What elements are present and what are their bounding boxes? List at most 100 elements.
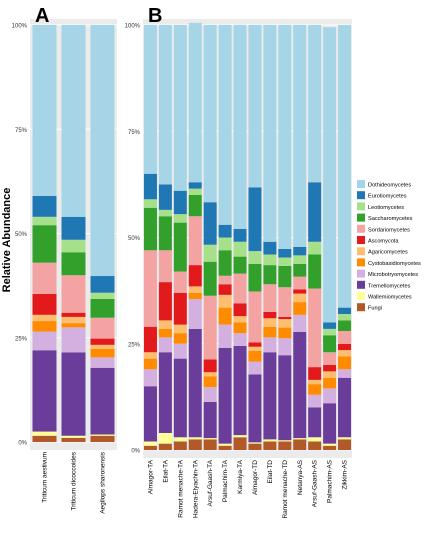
bar-segment-tremellomycetes	[203, 401, 217, 439]
bar-segment-agaricomycetes	[233, 316, 247, 323]
bar-segment-cystobasidiomycetes	[233, 322, 247, 334]
legend-label: Ascomycota	[368, 239, 399, 245]
bar-segment-dothideomycetes	[158, 25, 172, 185]
x-tick-label: Ramot menache-TA	[177, 459, 184, 517]
x-tick-label: Palmachim-AS	[327, 459, 334, 503]
bar-segment-tremellomycetes	[263, 352, 277, 440]
x-tick-label: Zikkim-AS	[342, 459, 349, 489]
panel-label: A	[35, 5, 49, 27]
bar-segment-leotiomycetes	[158, 209, 172, 217]
bar-segment-agaricomycetes	[90, 344, 115, 350]
bar-segment-ascomycota	[143, 326, 157, 353]
bar-segment-wallemiomycetes	[278, 440, 292, 442]
bar-segment-cystobasidiomycetes	[143, 358, 157, 370]
bar-segment-microbotryomycetes	[173, 343, 187, 359]
bar-segment-dothideomycetes	[293, 25, 307, 247]
bar-segment-dothideomycetes	[90, 25, 115, 277]
bar-segment-wallemiomycetes	[233, 435, 247, 438]
x-tick-label: Netanya-AS	[297, 459, 304, 495]
bar-segment-fungi	[173, 441, 187, 450]
bar-segment-saccharomycetes	[173, 222, 187, 272]
bar-segment-tremellomycetes	[278, 355, 292, 441]
legend-item-sordariomycetes: Sordariomycetes	[357, 224, 410, 233]
bar-segment-ascomycota	[338, 343, 352, 351]
bar-segment-microbotryomycetes	[90, 357, 115, 368]
bar-segment-eurotiomycetes	[323, 322, 337, 329]
bar-segment-ascomycota	[248, 342, 262, 347]
bar-segment-wallemiomycetes	[90, 434, 115, 436]
bar-segment-tremellomycetes	[158, 352, 172, 433]
y-tick-label: 50%	[128, 236, 141, 242]
bar-segment-tremellomycetes	[338, 377, 352, 438]
bar-segment-saccharomycetes	[278, 265, 292, 288]
y-tick-label: 100%	[125, 24, 141, 30]
bar-segment-wallemiomycetes	[203, 438, 217, 440]
legend-swatch	[357, 213, 365, 222]
bar-segment-cystobasidiomycetes	[323, 377, 337, 389]
bar-segment-wallemiomycetes	[338, 437, 352, 440]
x-tick-label: Triticum aestivum	[42, 452, 49, 503]
legend-label: Saccharomycetes	[368, 216, 413, 222]
legend-label: Agaricomycetes	[368, 250, 408, 256]
bar-segment-microbotryomycetes	[203, 387, 217, 402]
bar-segment-leotiomycetes	[32, 216, 57, 226]
bar-segment-sordariomycetes	[248, 291, 262, 343]
bar-segment-tremellomycetes	[248, 374, 262, 443]
legend-item-agaricomycetes: Agaricomycetes	[357, 247, 408, 256]
bar-segment-leotiomycetes	[323, 328, 337, 336]
legend-label: Fungi	[368, 306, 382, 312]
legend-label: Eurotiomycetes	[368, 194, 407, 200]
bar-segment-wallemiomycetes	[218, 443, 232, 446]
legend-item-ascomycota: Ascomycota	[357, 236, 399, 245]
bar-segment-saccharomycetes	[90, 298, 115, 318]
bar-segment-saccharomycetes	[143, 207, 157, 251]
x-tick-label: Palmachim-TA	[222, 459, 229, 502]
bar-segment-sordariomycetes	[293, 276, 307, 290]
bar-segment-dothideomycetes	[263, 25, 277, 242]
bar-segment-fungi	[203, 439, 217, 450]
bar-segment-agaricomycetes	[32, 314, 57, 322]
bar-segment-dothideomycetes	[323, 27, 337, 323]
bar-segment-ascomycota	[173, 292, 187, 325]
bar-segment-tremellomycetes	[233, 345, 247, 436]
bar-segment-tremellomycetes	[32, 350, 57, 432]
legend-item-fungi: Fungi	[357, 303, 382, 312]
bar-segment-sordariomycetes	[143, 250, 157, 327]
bar-segment-agaricomycetes	[143, 352, 157, 359]
bar-segment-cystobasidiomycetes	[248, 350, 262, 362]
legend-swatch	[357, 269, 365, 278]
legend-swatch	[357, 180, 365, 188]
bar-segment-ascomycota	[323, 365, 337, 372]
bar-segment-sordariomycetes	[278, 287, 292, 317]
y-tick-label: 50%	[15, 232, 28, 238]
legend-label: Dothideomycetes	[368, 183, 411, 189]
bar-segment-ascomycota	[32, 293, 57, 315]
bar-segment-agaricomycetes	[338, 350, 352, 357]
bar-segment-eurotiomycetes	[158, 184, 172, 210]
bar-segment-microbotryomycetes	[278, 338, 292, 356]
bar-segment-wallemiomycetes	[173, 437, 187, 442]
bar-segment-fungi	[188, 439, 202, 450]
bar-segment-agaricomycetes	[173, 324, 187, 334]
bar-segment-microbotryomycetes	[32, 331, 57, 351]
bar-segment-ascomycota	[263, 311, 277, 319]
bar-segment-wallemiomycetes	[32, 431, 57, 436]
legend-item-microbotryomycetes: Microbotryomycetes	[357, 269, 418, 278]
y-tick-label: 0%	[131, 449, 140, 455]
bar-segment-eurotiomycetes	[173, 190, 187, 215]
bar-segment-ascomycota	[188, 265, 202, 287]
bar-segment-microbotryomycetes	[61, 327, 86, 353]
legend-item-wallemiomycetes: Wallemiomycetes	[357, 292, 412, 301]
bar-segment-fungi	[263, 441, 277, 450]
bar-segment-saccharomycetes	[32, 225, 57, 263]
x-tick-label: Triticum dicoccoides	[71, 451, 78, 510]
bar-segment-cystobasidiomycetes	[203, 376, 217, 388]
bar-segment-fungi	[338, 439, 352, 450]
bar-segment-sordariomycetes	[308, 288, 322, 368]
legend-swatch	[357, 191, 365, 200]
bar-segment-microbotryomycetes	[293, 314, 307, 332]
bar-segment-tremellomycetes	[90, 367, 115, 435]
bar-segment-agaricomycetes	[61, 316, 86, 324]
legend-item-saccharomycetes: Saccharomycetes	[357, 213, 413, 222]
legend-swatch	[357, 258, 365, 267]
